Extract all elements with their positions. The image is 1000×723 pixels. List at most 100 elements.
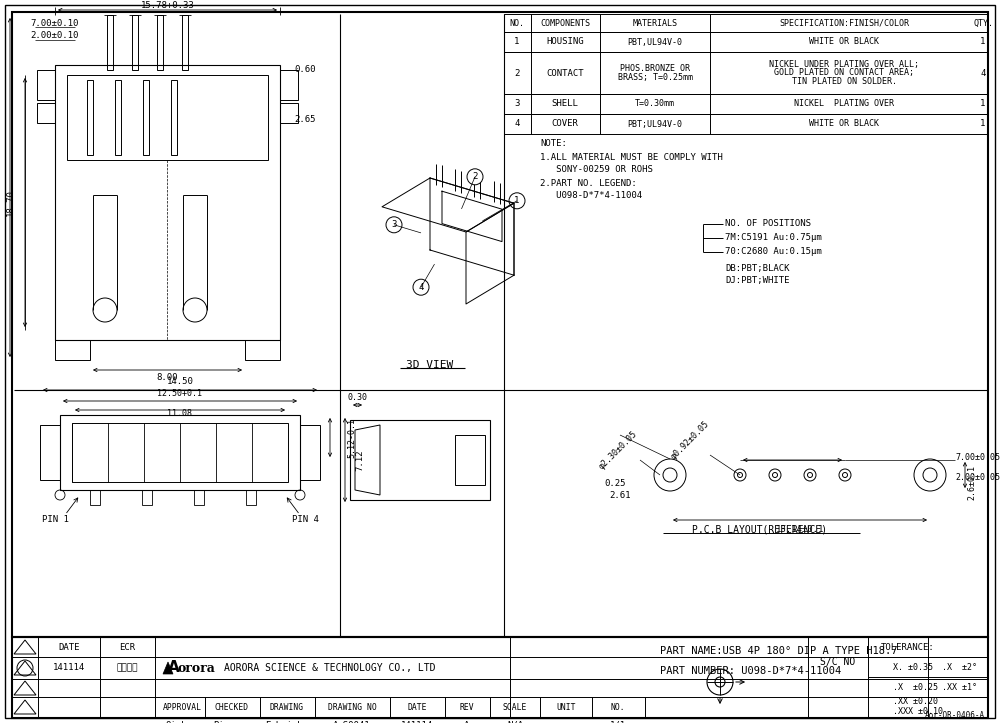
Bar	[350, 420, 490, 500]
Bar	[245, 340, 280, 360]
Text: 18.70: 18.70	[5, 189, 14, 216]
Bar	[37, 70, 55, 100]
Text: 0.30: 0.30	[348, 393, 368, 403]
Text: PART NAME:USB 4P 180° DIP A TYPE H18.7: PART NAME:USB 4P 180° DIP A TYPE H18.7	[660, 646, 898, 656]
Bar	[504, 32, 988, 52]
Circle shape	[413, 279, 429, 295]
Text: AORORA SCIENCE & TECHNOLOGY CO., LTD: AORORA SCIENCE & TECHNOLOGY CO., LTD	[224, 663, 436, 673]
Text: orora: orora	[178, 662, 216, 675]
Text: φ2.30±0.05: φ2.30±0.05	[597, 429, 639, 471]
Text: SHELL: SHELL	[552, 100, 578, 108]
Bar	[55, 340, 90, 360]
Text: 3: 3	[391, 221, 397, 229]
Bar	[300, 425, 320, 480]
Text: DATE: DATE	[407, 703, 427, 711]
Text: 14.50: 14.50	[167, 377, 193, 387]
Text: .XXX ±0.10: .XXX ±0.10	[893, 708, 943, 716]
Text: N/A: N/A	[507, 721, 523, 723]
Text: Enhai.he: Enhai.he	[266, 721, 308, 723]
Circle shape	[386, 217, 402, 233]
Text: Qi.han: Qi.han	[166, 721, 198, 723]
Text: SPECIFICATION:FINISH/COLOR: SPECIFICATION:FINISH/COLOR	[779, 19, 909, 27]
Text: mm: mm	[561, 721, 571, 723]
Text: ECR: ECR	[119, 643, 135, 652]
Bar	[67, 75, 268, 160]
Text: .X  ±2°: .X ±2°	[942, 662, 977, 672]
Text: REV: REV	[460, 703, 474, 711]
Text: 5.12-0.1: 5.12-0.1	[348, 417, 356, 458]
Bar	[72, 423, 288, 482]
Bar	[142, 490, 152, 505]
Text: SONY-00259 OR ROHS: SONY-00259 OR ROHS	[540, 166, 653, 174]
Bar	[280, 70, 298, 100]
Text: 1: 1	[980, 119, 986, 129]
Text: 8.00: 8.00	[157, 374, 178, 382]
Text: Bing.ye: Bing.ye	[213, 721, 251, 723]
Bar	[143, 80, 149, 155]
Circle shape	[467, 168, 483, 185]
Text: QTY.: QTY.	[973, 19, 993, 27]
Text: 12.50+0.1: 12.50+0.1	[158, 390, 202, 398]
Text: 4: 4	[980, 69, 986, 77]
Bar	[12, 12, 988, 637]
Bar	[504, 14, 988, 32]
Text: 7.00±0.10: 7.00±0.10	[30, 19, 78, 27]
Bar	[107, 15, 113, 70]
Text: .X  ±0.25: .X ±0.25	[893, 683, 938, 691]
Text: UNIT: UNIT	[556, 703, 576, 711]
Bar	[182, 15, 188, 70]
Bar	[504, 94, 988, 114]
Bar	[115, 80, 121, 155]
Text: NO.: NO.	[611, 703, 625, 711]
Text: SCALE: SCALE	[503, 703, 527, 711]
Text: 首版发行: 首版发行	[116, 664, 138, 672]
Bar	[280, 103, 298, 123]
Text: 11.08: 11.08	[168, 409, 192, 419]
Text: .XX ±1°: .XX ±1°	[942, 683, 977, 691]
Text: 1: 1	[514, 197, 520, 205]
Text: 1.ALL MATERIAL MUST BE COMPLY WITH: 1.ALL MATERIAL MUST BE COMPLY WITH	[540, 153, 723, 161]
Text: NICKEL UNDER PLATING OVER ALL;: NICKEL UNDER PLATING OVER ALL;	[769, 59, 919, 69]
Text: WHITE OR BLACK: WHITE OR BLACK	[809, 119, 879, 129]
Text: 4: 4	[418, 283, 424, 291]
Bar	[40, 425, 60, 480]
Text: DATE: DATE	[58, 643, 80, 652]
Text: 15.78+0.33: 15.78+0.33	[141, 1, 194, 9]
Text: PART NUMBER: U098-D*7*4-11004: PART NUMBER: U098-D*7*4-11004	[660, 666, 841, 676]
Text: 1: 1	[980, 100, 986, 108]
Text: COMPONENTS: COMPONENTS	[540, 19, 590, 27]
Text: PIN 4: PIN 4	[292, 515, 318, 524]
Text: DRAWING: DRAWING	[270, 703, 304, 711]
Text: 2: 2	[472, 172, 478, 181]
Bar	[87, 80, 93, 155]
Bar	[90, 490, 100, 505]
Text: PBT;UL94V-0: PBT;UL94V-0	[628, 119, 682, 129]
Text: PBT,UL94V-0: PBT,UL94V-0	[628, 38, 682, 46]
Text: TOLERANCE:: TOLERANCE:	[881, 643, 935, 651]
Text: APPROVAL: APPROVAL	[162, 703, 202, 711]
Text: 3: 3	[514, 100, 520, 108]
Text: CONTACT: CONTACT	[546, 69, 584, 77]
Text: 141114: 141114	[53, 664, 85, 672]
Text: A: A	[464, 721, 470, 723]
Text: 7M:C5191 Au:0.75μm: 7M:C5191 Au:0.75μm	[725, 234, 822, 242]
Text: A-S0041: A-S0041	[333, 721, 371, 723]
Text: TIN PLATED ON SOLDER.: TIN PLATED ON SOLDER.	[792, 77, 896, 87]
Bar	[171, 80, 177, 155]
Text: 3D VIEW: 3D VIEW	[406, 360, 454, 370]
Bar	[455, 435, 485, 485]
Text: 1/1: 1/1	[610, 721, 626, 723]
Text: 2.00±0.10: 2.00±0.10	[30, 32, 78, 40]
Text: T=0.30mm: T=0.30mm	[635, 100, 675, 108]
Text: BRASS; T=0.25mm: BRASS; T=0.25mm	[618, 73, 692, 82]
Text: 13.14±0.1: 13.14±0.1	[776, 526, 824, 534]
Bar	[37, 103, 55, 123]
Text: 2.6±0.1: 2.6±0.1	[968, 466, 976, 500]
Bar	[12, 637, 988, 718]
Bar	[132, 15, 138, 70]
Text: 2.65: 2.65	[294, 116, 316, 124]
Text: WHITE OR BLACK: WHITE OR BLACK	[809, 38, 879, 46]
Text: DB:PBT;BLACK: DB:PBT;BLACK	[725, 265, 790, 273]
Text: DRAWING NO: DRAWING NO	[328, 703, 376, 711]
Text: NOTE:: NOTE:	[540, 140, 567, 148]
